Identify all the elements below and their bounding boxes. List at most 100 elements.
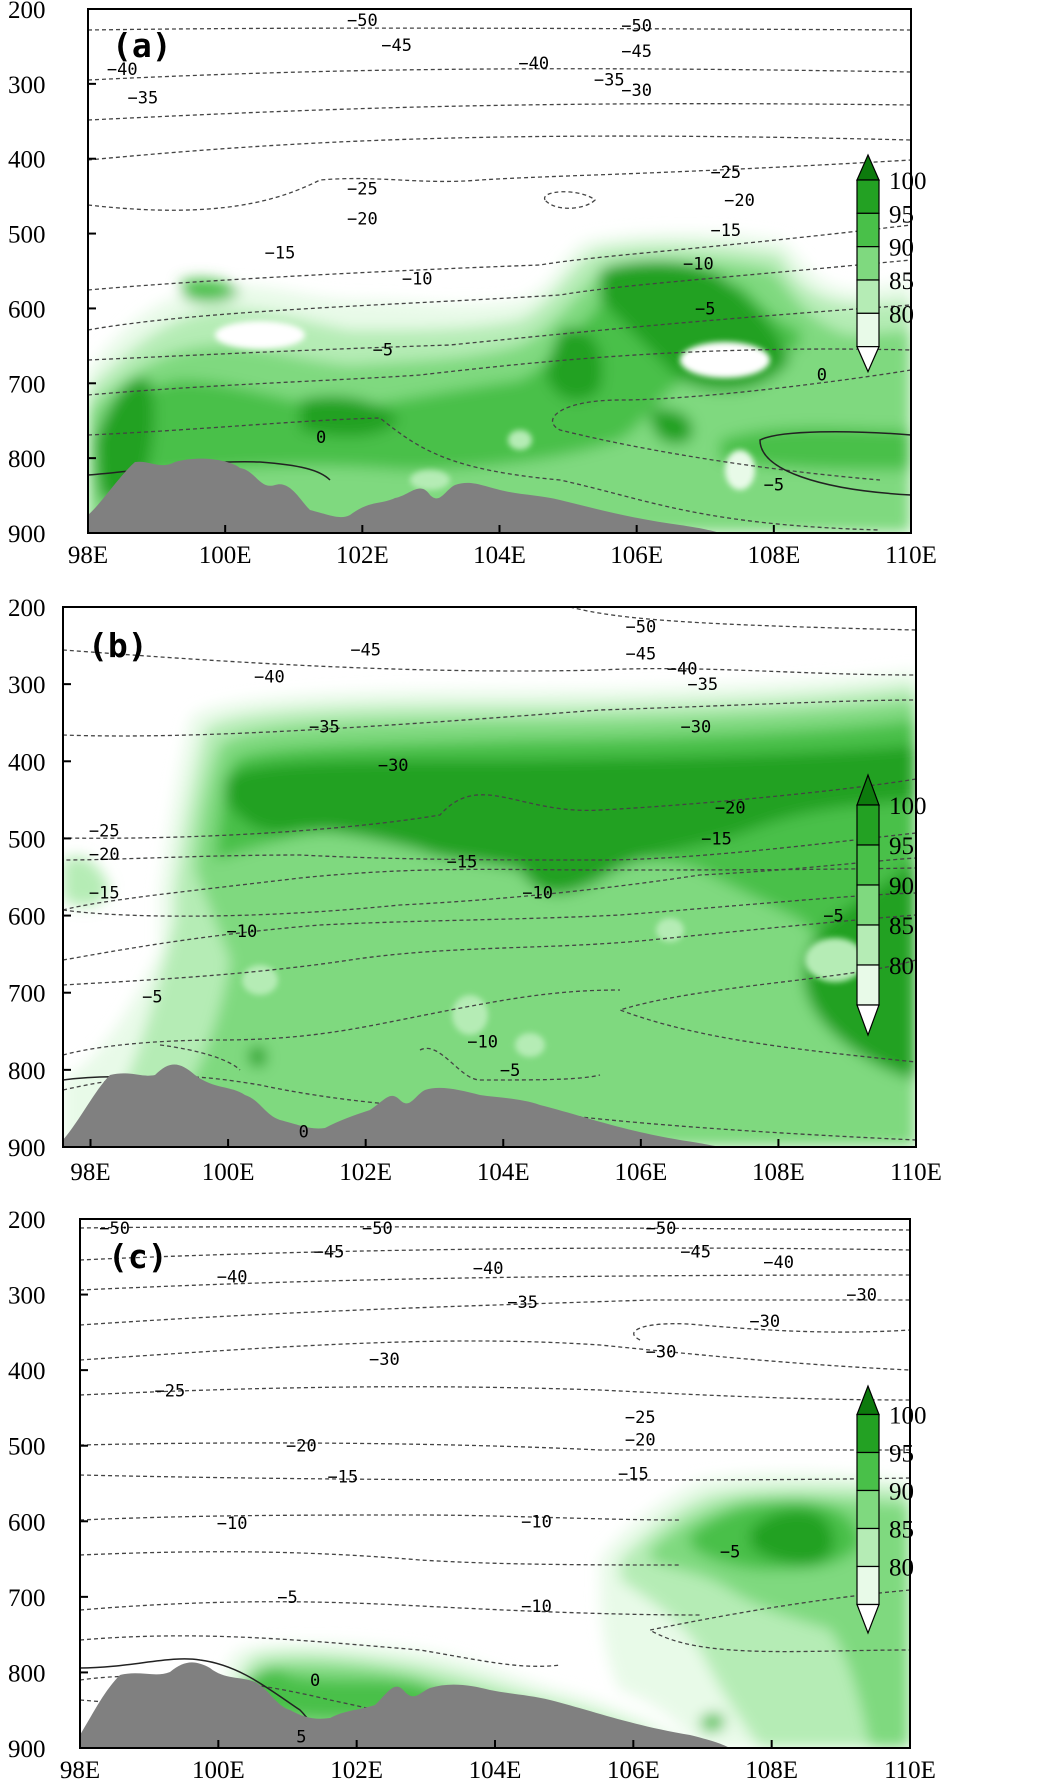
x-tick-label: 104E — [469, 1757, 522, 1782]
isotherm-label: −30 — [369, 1350, 400, 1370]
isotherm-label: −25 — [710, 163, 741, 183]
isotherm-value: −25 — [155, 1382, 186, 1402]
colorbar-label: 85 — [889, 913, 914, 940]
colorbar-label: 100 — [889, 1403, 927, 1430]
panel-b-humidity-fill — [63, 670, 916, 1147]
panel-a-terrain — [88, 458, 720, 533]
colorbar-swatch — [856, 179, 880, 214]
x-tick-label: 108E — [752, 1159, 805, 1186]
isotherm-value: −20 — [286, 1437, 317, 1457]
isotherm-value: −40 — [217, 1267, 248, 1287]
isotherm-value: −45 — [314, 1242, 345, 1262]
panel-a-humidity-fill — [88, 232, 911, 533]
panel-c: −50 −50 −50−45 −45−40 −40 −40−35 −30−30−30−30−… — [8, 1207, 936, 1782]
panel-b-frame — [62, 606, 917, 1148]
isotherm-value: −10 — [522, 883, 553, 903]
isotherm-label: −15 — [701, 829, 732, 849]
colorbar-swatch — [856, 1565, 880, 1606]
panel-a-isotherms — [88, 27, 911, 531]
isotherm-value: −50 — [347, 11, 378, 31]
isotherm-label: −30 — [646, 1342, 677, 1362]
y-tick-label: 900 — [8, 521, 46, 548]
isotherm-label: −5 — [764, 475, 784, 495]
isotherm-label: −50 — [621, 16, 652, 36]
isotherm-label: 0 — [316, 428, 326, 448]
isotherm-label: −5 — [823, 907, 843, 927]
isotherm-label: −25 — [155, 1382, 186, 1402]
isotherm-value: −20 — [347, 210, 378, 230]
isotherm-value: −20 — [89, 845, 120, 865]
isotherm-label: −5 — [695, 299, 715, 319]
isotherm-label: 0 — [299, 1123, 309, 1143]
isotherm-label: −35 — [128, 88, 159, 108]
isotherm-label: −30 — [378, 756, 409, 776]
isotherm-label: −10 — [402, 269, 433, 289]
panel-c-letter: (c) — [108, 1237, 168, 1276]
x-tick-label: 104E — [473, 542, 526, 569]
colorbar-label: 85 — [889, 268, 914, 295]
isotherm-label: −45 — [350, 640, 381, 660]
x-tick-label: 98E — [60, 1757, 100, 1782]
isotherm-value: −5 — [823, 907, 843, 927]
isotherm-label: −35 — [507, 1293, 538, 1313]
y-tick-label: 800 — [8, 446, 46, 473]
colorbar-label: 95 — [889, 1441, 914, 1468]
isotherm-value: −40 — [473, 1259, 504, 1279]
isotherm-value: −10 — [521, 1597, 552, 1617]
colorbar: 100 95 90 85 80 — [856, 1384, 927, 1635]
colorbar-label: 100 — [889, 168, 927, 195]
isotherm-value: 0 — [316, 428, 326, 448]
colorbar-label: 85 — [889, 1517, 914, 1544]
isotherm-label: −40 — [217, 1267, 248, 1287]
colorbar-swatch — [856, 212, 880, 248]
y-tick-label: 300 — [8, 72, 46, 99]
x-tick-label: 102E — [336, 542, 389, 569]
isotherm-value: −35 — [128, 88, 159, 108]
isotherm-label: −50 — [362, 1219, 393, 1239]
isotherm-value: −5 — [142, 988, 162, 1008]
isotherm-value: 5 — [296, 1728, 306, 1748]
y-tick-label: 600 — [8, 1509, 46, 1536]
isotherm-value: −35 — [507, 1293, 538, 1313]
y-tick-label: 700 — [8, 371, 46, 398]
y-tick-label: 500 — [8, 1434, 46, 1461]
colorbar-bottom-arrow — [856, 346, 880, 374]
y-tick-label: 400 — [8, 147, 46, 174]
y-tick-label: 400 — [8, 1358, 46, 1385]
colorbar-label: 90 — [889, 873, 914, 900]
colorbar-label: 90 — [889, 1479, 914, 1506]
isotherm-value: −40 — [667, 660, 698, 680]
colorbar-bottom-arrow — [856, 1603, 880, 1635]
isotherm-value: −50 — [625, 617, 656, 637]
isotherm-value: −25 — [625, 1408, 656, 1428]
y-tick-label: 500 — [8, 222, 46, 249]
isotherm-value: −40 — [107, 60, 138, 80]
isotherm-value: −5 — [720, 1543, 740, 1563]
panel-a: −50 −50−45 −45−40 −40−35−35−30−25−25−20−20−… — [8, 0, 937, 569]
y-tick-label: 800 — [8, 1660, 46, 1687]
isotherm-value: −50 — [99, 1219, 130, 1239]
isotherm-value: −10 — [217, 1514, 248, 1534]
isotherm-label: −40 — [518, 54, 549, 74]
colorbar-bottom-arrow — [856, 1004, 880, 1037]
colorbar-swatch — [856, 1489, 880, 1530]
isotherm-label: −25 — [625, 1408, 656, 1428]
colorbar-swatch — [856, 312, 880, 348]
isotherm-label: −45 — [621, 42, 652, 62]
isotherm-label: −35 — [687, 675, 718, 695]
isotherm-label: −20 — [347, 210, 378, 230]
isotherm-label: −40 — [667, 660, 698, 680]
isotherm-value: −30 — [681, 718, 712, 738]
isotherm-value: −15 — [618, 1465, 649, 1485]
isotherm-value: −45 — [680, 1242, 711, 1262]
panel-b-axes: 98E 100E 102E 104E 106E 108E 110E 200 300 400 500 6… — [8, 595, 942, 1186]
isotherm-label: −10 — [521, 1597, 552, 1617]
isotherm-value: −15 — [447, 853, 478, 873]
isotherm-value: −5 — [500, 1061, 520, 1081]
colorbar-swatch — [856, 1527, 880, 1568]
isotherm-label: −30 — [846, 1286, 877, 1306]
isotherm-label: −40 — [473, 1259, 504, 1279]
isotherm-value: −30 — [621, 81, 652, 101]
x-tick-label: 106E — [614, 1159, 667, 1186]
